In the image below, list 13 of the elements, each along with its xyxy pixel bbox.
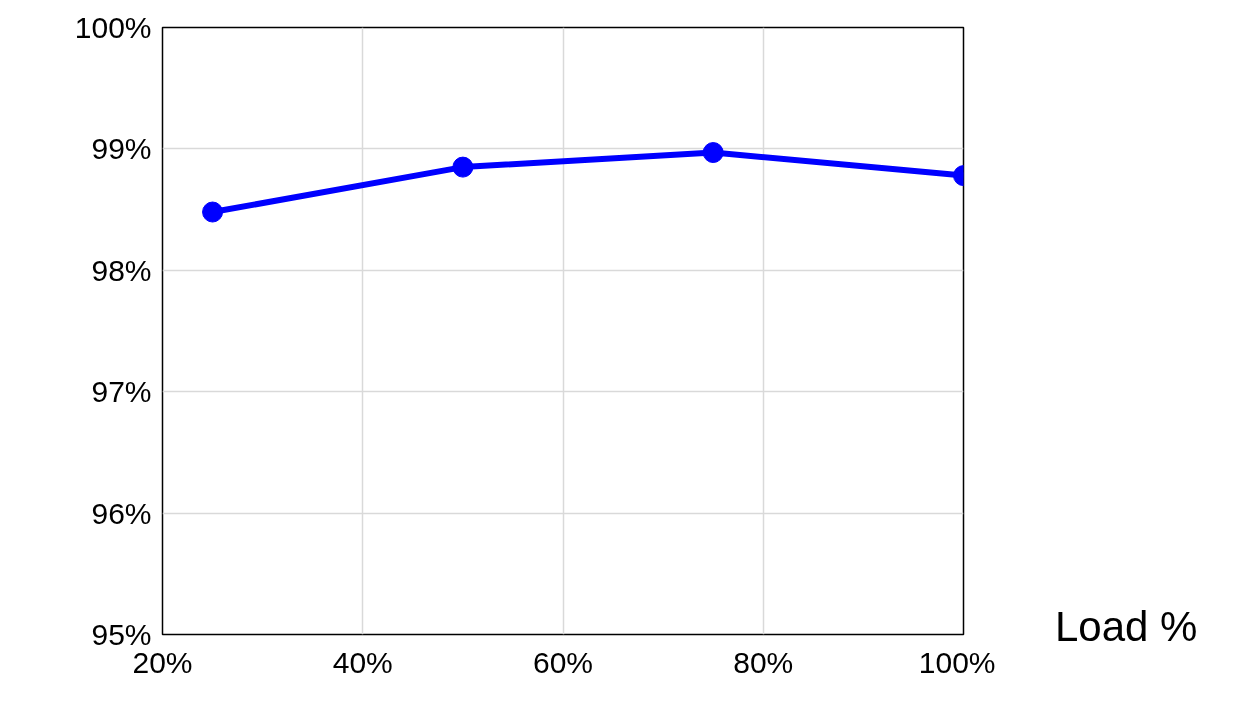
x-tick-label: 100% [918,645,996,679]
y-tick-label: 99% [91,132,152,166]
x-tick-label: 60% [532,645,594,679]
y-tick-label: 98% [91,253,152,287]
x-tick-label: 40% [332,645,393,679]
x-axis-title: Load % [1055,602,1198,652]
point [452,156,474,178]
point [202,201,224,223]
x-tick-label: 80% [733,645,794,679]
y-tick-label: 96% [91,496,152,530]
y-tick-label: 100% [74,11,152,44]
point [702,142,724,164]
y-tick-label: 97% [91,375,152,409]
